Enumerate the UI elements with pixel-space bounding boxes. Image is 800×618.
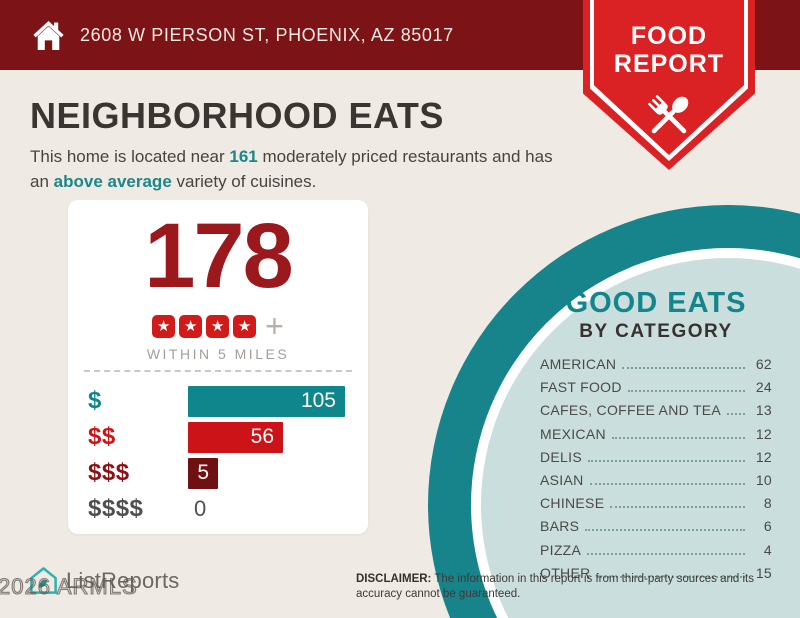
category-value: 4 xyxy=(763,541,772,558)
price-tier-label: $$$$ xyxy=(88,495,144,522)
category-label: DELIS xyxy=(540,448,582,465)
property-address: 2608 W PIERSON ST, PHOENIX, AZ 85017 xyxy=(80,24,454,45)
star-icon: ★ xyxy=(179,315,203,338)
category-row: BARS 6 xyxy=(540,518,772,534)
good-eats-title: GOOD EATS xyxy=(565,287,747,319)
intro-part3: variety of cuisines. xyxy=(171,171,317,191)
intro-part2: moderately priced restaurants and has an xyxy=(30,147,553,191)
bar-value: 56 xyxy=(250,425,274,448)
category-row: CHINESE 8 xyxy=(540,495,772,511)
chart-row: $$$$ 0 xyxy=(88,491,368,527)
category-row: MEXICAN 12 xyxy=(540,426,772,442)
category-label: OTHER xyxy=(540,564,591,581)
listreports-house-icon xyxy=(30,567,57,594)
dotted-leader xyxy=(585,529,745,532)
bar: 0 xyxy=(188,494,206,525)
dotted-leader xyxy=(622,367,745,369)
food-report-ribbon: FOOD REPORT xyxy=(583,0,755,170)
category-label: CAFES, COFFEE AND TEA xyxy=(540,402,722,419)
category-value: 15 xyxy=(755,564,772,581)
dotted-leader xyxy=(627,390,745,393)
category-value: 8 xyxy=(763,495,772,512)
category-row: FAST FOOD 24 xyxy=(540,379,772,395)
dotted-leader xyxy=(727,413,745,416)
home-icon xyxy=(33,21,64,50)
good-eats-circle xyxy=(428,205,800,618)
good-eats-subtitle: BY CATEGORY xyxy=(579,321,733,342)
category-value: 13 xyxy=(755,402,772,419)
disclaimer-text: DISCLAIMER: The information in this repo… xyxy=(356,573,754,601)
star-icon: ★ xyxy=(233,315,257,338)
bar-value: 5 xyxy=(197,461,209,484)
variety-highlight: above average xyxy=(53,171,172,191)
price-tier-chart: $ 105 $$ 56 $$$ 5 $$$$ 0 xyxy=(68,383,368,527)
disclaimer-label: DISCLAIMER: xyxy=(356,573,432,585)
good-eats-panel: GOOD EATS BY CATEGORY AMERICAN 62 FAST FOO… xyxy=(540,287,772,588)
total-restaurants: 178 xyxy=(144,205,294,307)
category-label: PIZZA xyxy=(540,541,582,558)
intro-text: This home is located near 161 moderately… xyxy=(30,145,558,194)
bar: 5 xyxy=(188,457,218,489)
bar-value: 0 xyxy=(194,496,207,521)
rating-stars-row: ★ ★ ★ ★ + xyxy=(68,308,368,344)
dotted-leader xyxy=(611,436,745,439)
radius-caption: WITHIN 5 MILES xyxy=(146,346,290,362)
chart-row: $$ 56 xyxy=(88,419,368,455)
dotted-leader xyxy=(610,506,745,509)
dotted-leader xyxy=(587,459,745,462)
intro-part1: This home is located near xyxy=(30,147,230,166)
category-row: PIZZA 4 xyxy=(540,542,772,558)
category-label: AMERICAN xyxy=(540,356,617,372)
bar: 105 xyxy=(188,385,345,417)
dotted-leader xyxy=(587,552,745,555)
category-row: ASIAN 10 xyxy=(540,472,772,488)
category-row: OTHER 15 xyxy=(540,565,772,581)
listreports-logo: ListReports xyxy=(28,565,179,596)
price-tier-label: $$ xyxy=(88,423,116,450)
category-value: 6 xyxy=(763,518,772,535)
price-tier-label: $ xyxy=(88,387,102,414)
category-label: MEXICAN xyxy=(540,425,606,442)
crossed-utensils-icon xyxy=(648,95,689,134)
category-label: BARS xyxy=(540,518,580,535)
category-value: 10 xyxy=(755,471,772,488)
page-title: NEIGHBORHOOD EATS xyxy=(30,95,444,136)
category-label: ASIAN xyxy=(540,471,584,488)
category-row: CAFES, COFFEE AND TEA 13 xyxy=(540,402,772,418)
category-value: 12 xyxy=(755,448,772,465)
category-row: DELIS 12 xyxy=(540,449,772,465)
category-value: 12 xyxy=(755,425,772,442)
dotted-leader xyxy=(589,482,745,485)
card-divider xyxy=(84,370,352,372)
star-icon: ★ xyxy=(152,315,176,338)
chart-row: $$$ 5 xyxy=(88,455,368,491)
category-value: 62 xyxy=(755,356,772,372)
plus-sign: + xyxy=(265,308,284,344)
price-tier-label: $$$ xyxy=(88,459,130,486)
category-label: CHINESE xyxy=(540,495,605,512)
category-list: AMERICAN 62 FAST FOOD 24 CAFES, COFFEE AND T… xyxy=(540,356,772,581)
bar: 56 xyxy=(188,421,283,453)
listreports-wordmark: ListReports xyxy=(66,567,180,593)
ribbon-title-line2: REPORT xyxy=(613,50,725,78)
star-icon: ★ xyxy=(206,315,230,338)
ribbon-title-line1: FOOD xyxy=(630,22,708,50)
bar-value: 105 xyxy=(300,389,336,412)
category-label: FAST FOOD xyxy=(540,379,622,396)
category-value: 24 xyxy=(755,379,772,396)
restaurant-summary-card: 178 ★ ★ ★ ★ + WITHIN 5 MILES $ 105 $$ 56 $$$… xyxy=(68,200,368,534)
chart-row: $ 105 xyxy=(88,383,368,419)
category-row: AMERICAN 62 xyxy=(540,356,772,372)
restaurant-count: 161 xyxy=(229,147,258,166)
mls-watermark: 2026 ARMLS xyxy=(0,573,138,599)
dotted-leader xyxy=(596,575,745,578)
